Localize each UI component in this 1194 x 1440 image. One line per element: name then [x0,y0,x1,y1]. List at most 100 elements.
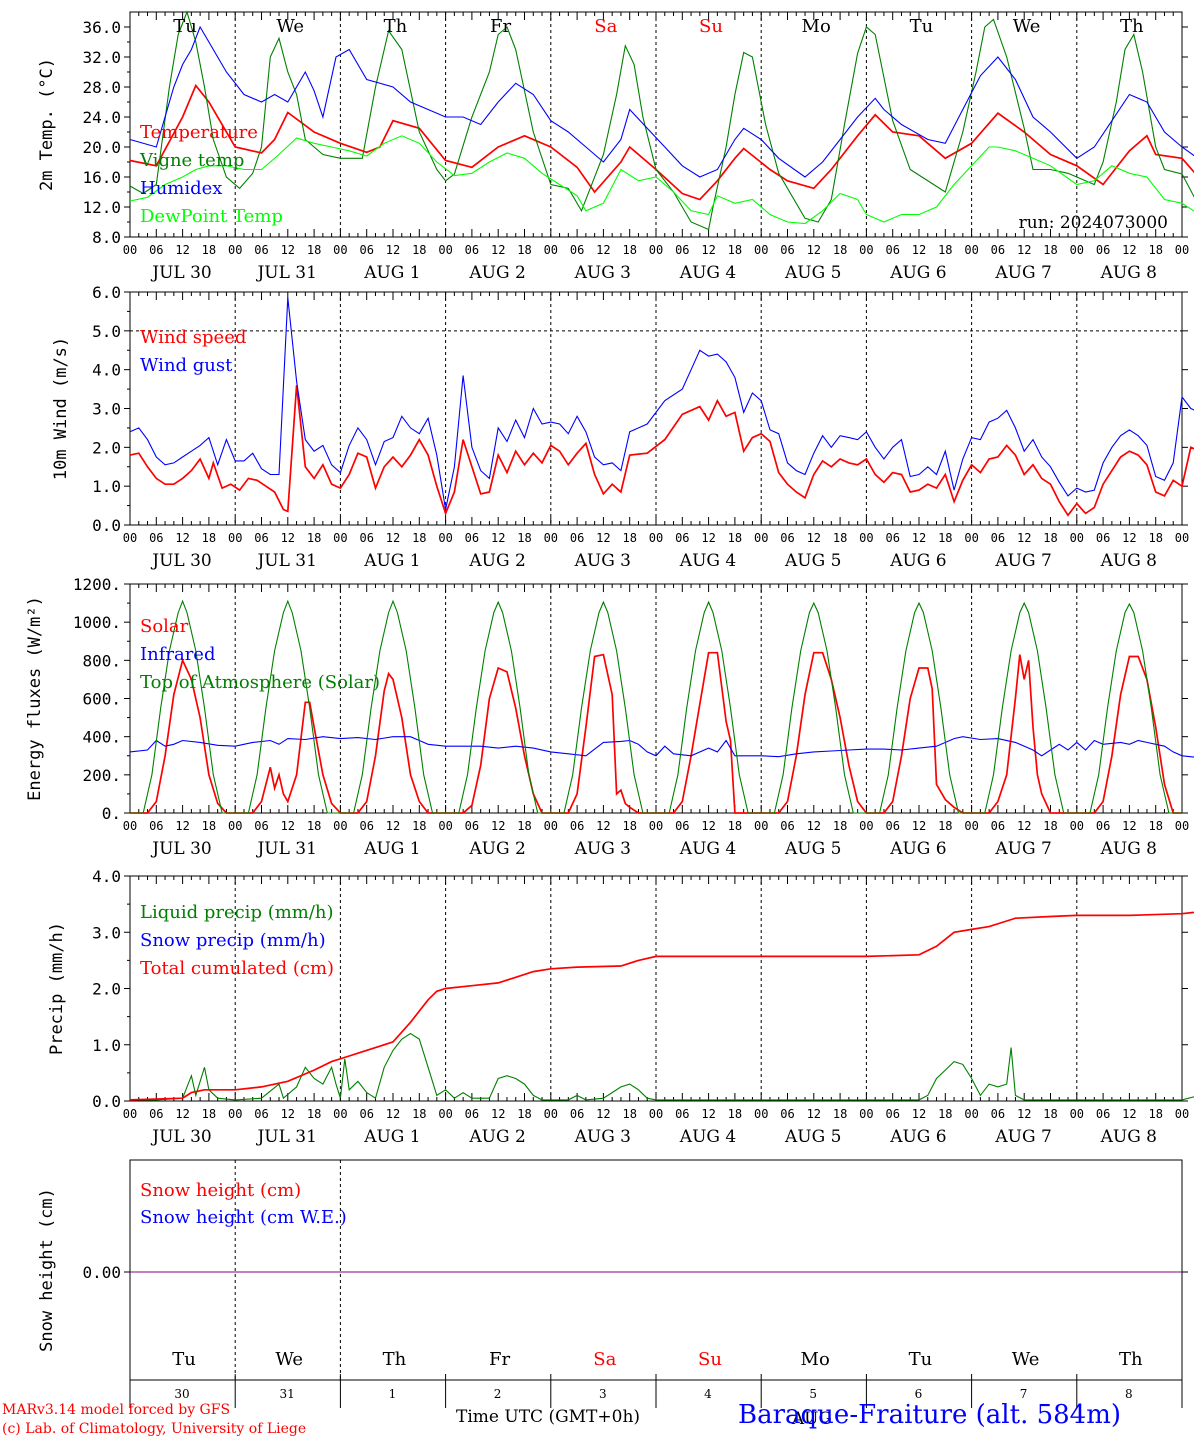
hour-label: 06 [780,1107,794,1121]
hour-label: 06 [1096,243,1110,257]
date-label: AUG 4 [679,263,736,283]
legend-entry: DewPoint Temp [140,206,283,227]
hour-label: 06 [149,1107,163,1121]
y-tick-label: 6.0 [92,283,121,302]
hour-label: 00 [333,1107,347,1121]
hour-label: 12 [491,243,505,257]
hour-label: 06 [675,819,689,833]
hour-label: 18 [833,531,847,545]
hour-label: 00 [754,819,768,833]
date-label: AUG 1 [363,551,420,571]
hour-label: 00 [964,819,978,833]
hour-label: 18 [517,243,531,257]
y-tick-label: 1200. [73,575,121,594]
hour-label: 00 [649,243,663,257]
hour-label: 06 [991,819,1005,833]
hour-label: 18 [412,243,426,257]
hour-label: 18 [622,243,636,257]
model-credit: MARv3.14 model forced by GFS (c) Lab. of… [2,1401,306,1439]
series-line [129,297,1194,510]
hour-label: 18 [307,531,321,545]
y-tick-label: 1.0 [92,1036,121,1055]
hour-label: 00 [438,243,452,257]
day-name: Tu [172,1349,196,1370]
hour-label: 06 [254,1107,268,1121]
hour-label: 00 [228,531,242,545]
hour-label: 12 [491,531,505,545]
hour-label: 00 [859,531,873,545]
hour-label: 00 [438,819,452,833]
hour-label: 00 [228,243,242,257]
hour-label: 12 [596,819,610,833]
hour-label: 18 [728,1107,742,1121]
date-label: AUG 2 [468,263,525,283]
hour-label: 18 [938,1107,952,1121]
day-name: We [275,1349,303,1370]
hour-label: 06 [885,1107,899,1121]
series-line [129,83,1194,201]
hour-label: 12 [281,819,295,833]
hour-label: 18 [833,1107,847,1121]
series-line [130,651,1182,814]
hour-label: 00 [333,243,347,257]
y-tick-label: 4.0 [92,867,121,886]
date-label: AUG 4 [679,551,736,571]
y-tick-label: 0.0 [92,1092,121,1111]
hour-label: 18 [517,531,531,545]
hour-label: 18 [1148,819,1162,833]
hour-label: 00 [544,243,558,257]
hour-label: 06 [149,531,163,545]
date-label: AUG 6 [889,263,946,283]
hour-label: 06 [465,819,479,833]
hour-label: 12 [281,1107,295,1121]
day-number: 2 [494,1387,502,1401]
hour-label: 12 [1122,819,1136,833]
hour-label: 12 [596,531,610,545]
hour-label: 18 [1043,819,1057,833]
hour-label: 06 [675,531,689,545]
day-name: We [1013,16,1041,37]
hour-label: 06 [780,531,794,545]
hour-label: 06 [675,1107,689,1121]
hour-label: 00 [333,531,347,545]
hour-label: 12 [912,1107,926,1121]
series-line [129,135,1194,225]
day-name: Th [1120,16,1144,37]
hour-label: 00 [649,1107,663,1121]
hour-label: 18 [412,531,426,545]
y-tick-label: 16.0 [82,168,121,187]
hour-label: 00 [1175,243,1189,257]
day-name: Sa [593,1349,616,1370]
hour-label: 00 [1070,531,1084,545]
hour-label: 12 [596,1107,610,1121]
hour-label: 18 [728,243,742,257]
hour-label: 18 [833,243,847,257]
hour-label: 12 [386,243,400,257]
day-number: 31 [280,1387,295,1401]
y-tick-label: 12.0 [82,198,121,217]
hour-label: 06 [991,531,1005,545]
panel-2: 00 06 12 18 00 06 12 18 00 06 12 18 00 06 12 18 00 06 12 18… [51,283,1194,571]
date-label: JUL 30 [150,263,211,283]
hour-label: 06 [149,243,163,257]
y-tick-label: 800. [82,651,121,670]
legend-entry: Infrared [140,644,215,665]
hour-label: 00 [859,1107,873,1121]
hour-label: 18 [307,819,321,833]
series-line [129,911,1194,1101]
hour-label: 06 [359,243,373,257]
legend-entry: Snow precip (mm/h) [140,930,326,951]
month-label: AUG [791,1409,832,1429]
hour-label: 06 [885,243,899,257]
time-axis-title: Time UTC (GMT+0h) [456,1407,641,1427]
hour-label: 06 [885,819,899,833]
day-name: Su [699,16,723,37]
date-label: AUG 5 [784,551,841,571]
day-name: Th [384,16,408,37]
date-label: AUG 7 [994,1127,1051,1147]
hour-label: 12 [912,531,926,545]
legend-entry: Total cumulated (cm) [140,958,334,979]
day-name: Fr [489,1349,510,1370]
y-tick-label: 24.0 [82,108,121,127]
date-label: AUG 3 [574,1127,631,1147]
